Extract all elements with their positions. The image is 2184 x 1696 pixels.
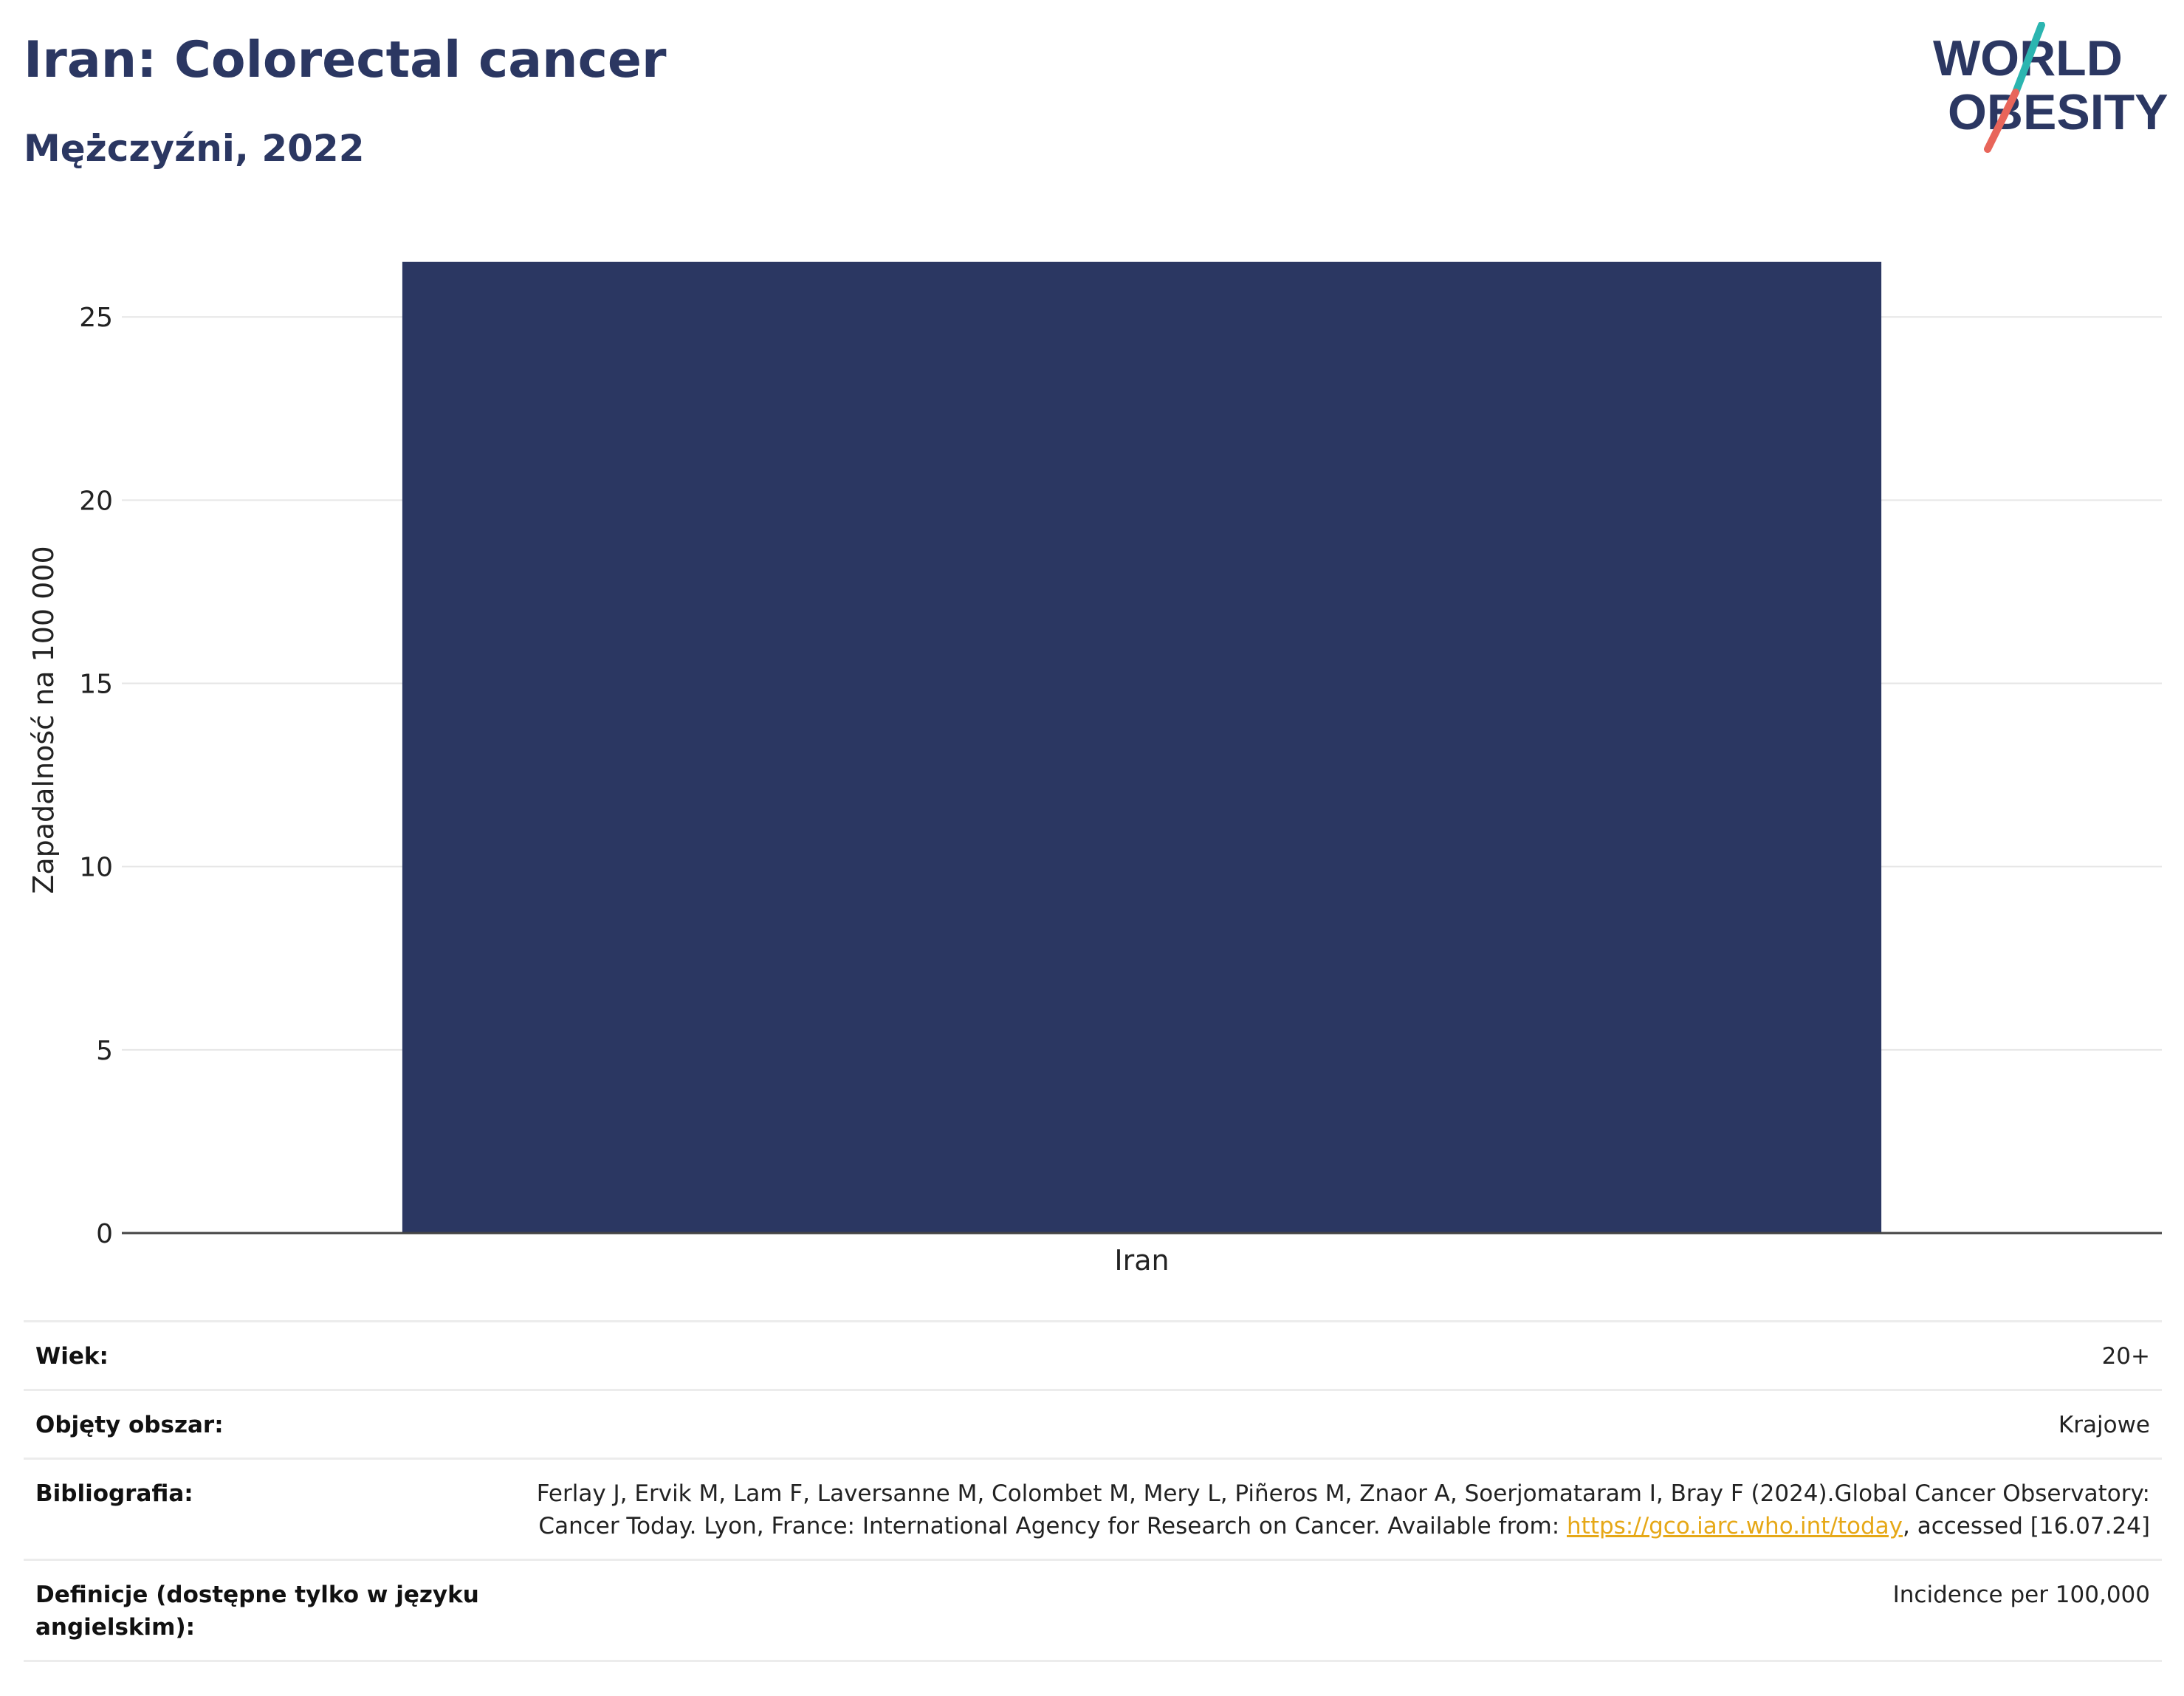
metadata-table: Wiek: 20+ Objęty obszar: Krajowe Bibliog… (24, 1320, 2162, 1662)
world-obesity-logo: WORLD OBESITY (1933, 22, 2168, 153)
y-tick-label: 5 (96, 1036, 113, 1066)
meta-row-definitions: Definicje (dostępne tylko w języku angie… (24, 1559, 2162, 1662)
x-tick-label: Iran (1114, 1244, 1169, 1277)
meta-area-label: Objęty obszar: (35, 1412, 224, 1438)
bibliography-link[interactable]: https://gco.iarc.who.int/today (1567, 1513, 1903, 1539)
y-tick-label: 0 (96, 1219, 113, 1249)
y-tick-label: 20 (79, 486, 113, 516)
meta-bibliography-label: Bibliografia: (35, 1480, 193, 1507)
bar-iran (402, 261, 1882, 1233)
page-subtitle: Mężczyźni, 2022 (24, 127, 365, 170)
bibliography-accessed: , accessed [16.07.24] (1902, 1513, 2150, 1539)
y-axis-tick-labels: 0 5 10 15 20 25 (79, 303, 113, 1249)
x-axis-tick-labels: Iran (1114, 1244, 1169, 1277)
meta-age-label: Wiek: (35, 1343, 109, 1370)
page-title: Iran: Colorectal cancer (24, 31, 667, 89)
y-tick-label: 10 (79, 853, 113, 883)
bar-chart: 0 5 10 15 20 25 Iran Zapadalność na 100 000 (27, 261, 2162, 1277)
meta-row-bibliography: Bibliografia: Ferlay J, Ervik M, Lam F, … (24, 1458, 2162, 1559)
meta-area-value: Krajowe (2058, 1412, 2150, 1438)
meta-row-area: Objęty obszar: Krajowe (24, 1389, 2162, 1458)
meta-definitions-value: Incidence per 100,000 (1892, 1582, 2150, 1608)
logo-slash-bottom (1984, 89, 2019, 153)
meta-definitions-label: Definicje (dostępne tylko w języku angie… (35, 1582, 479, 1641)
meta-row-age: Wiek: 20+ (24, 1320, 2162, 1389)
bibliography-text: Ferlay J, Ervik M, Lam F, Laversanne M, … (536, 1480, 2150, 1539)
logo-slash-top (2012, 22, 2045, 96)
y-tick-label: 25 (79, 303, 113, 333)
logo-line-2: OBESITY (1948, 84, 2168, 140)
y-tick-label: 15 (79, 670, 113, 700)
meta-age-value: 20+ (2101, 1343, 2150, 1370)
chart-bars (402, 261, 1882, 1233)
y-axis-label: Zapadalność na 100 000 (27, 546, 60, 893)
meta-bibliography-value: Ferlay J, Ervik M, Lam F, Laversanne M, … (511, 1477, 2150, 1542)
